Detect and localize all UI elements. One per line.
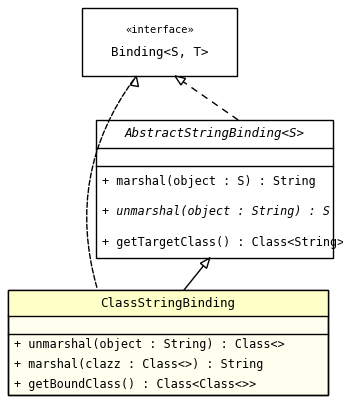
Text: + marshal(object : S) : String: + marshal(object : S) : String <box>102 175 316 188</box>
Text: ClassStringBinding: ClassStringBinding <box>100 297 236 310</box>
Bar <box>8 290 328 395</box>
Bar <box>96 120 333 258</box>
Text: + unmarshal(object : String) : S: + unmarshal(object : String) : S <box>102 206 330 218</box>
Text: Binding<S, T>: Binding<S, T> <box>111 46 208 59</box>
Polygon shape <box>175 76 186 85</box>
Text: «interface»: «interface» <box>125 25 194 35</box>
Text: + marshal(clazz : Class<>) : String: + marshal(clazz : Class<>) : String <box>14 358 263 371</box>
Bar <box>82 8 237 76</box>
Text: AbstractStringBinding<S>: AbstractStringBinding<S> <box>125 127 305 141</box>
Text: + getBoundClass() : Class<Class<>>: + getBoundClass() : Class<Class<>> <box>14 378 256 391</box>
Polygon shape <box>131 76 139 87</box>
Bar <box>8 290 328 395</box>
Text: + getTargetClass() : Class<String>: + getTargetClass() : Class<String> <box>102 236 343 249</box>
FancyArrowPatch shape <box>87 78 134 287</box>
Text: + unmarshal(object : String) : Class<>: + unmarshal(object : String) : Class<> <box>14 338 285 351</box>
Polygon shape <box>200 258 210 268</box>
Bar <box>8 290 328 316</box>
